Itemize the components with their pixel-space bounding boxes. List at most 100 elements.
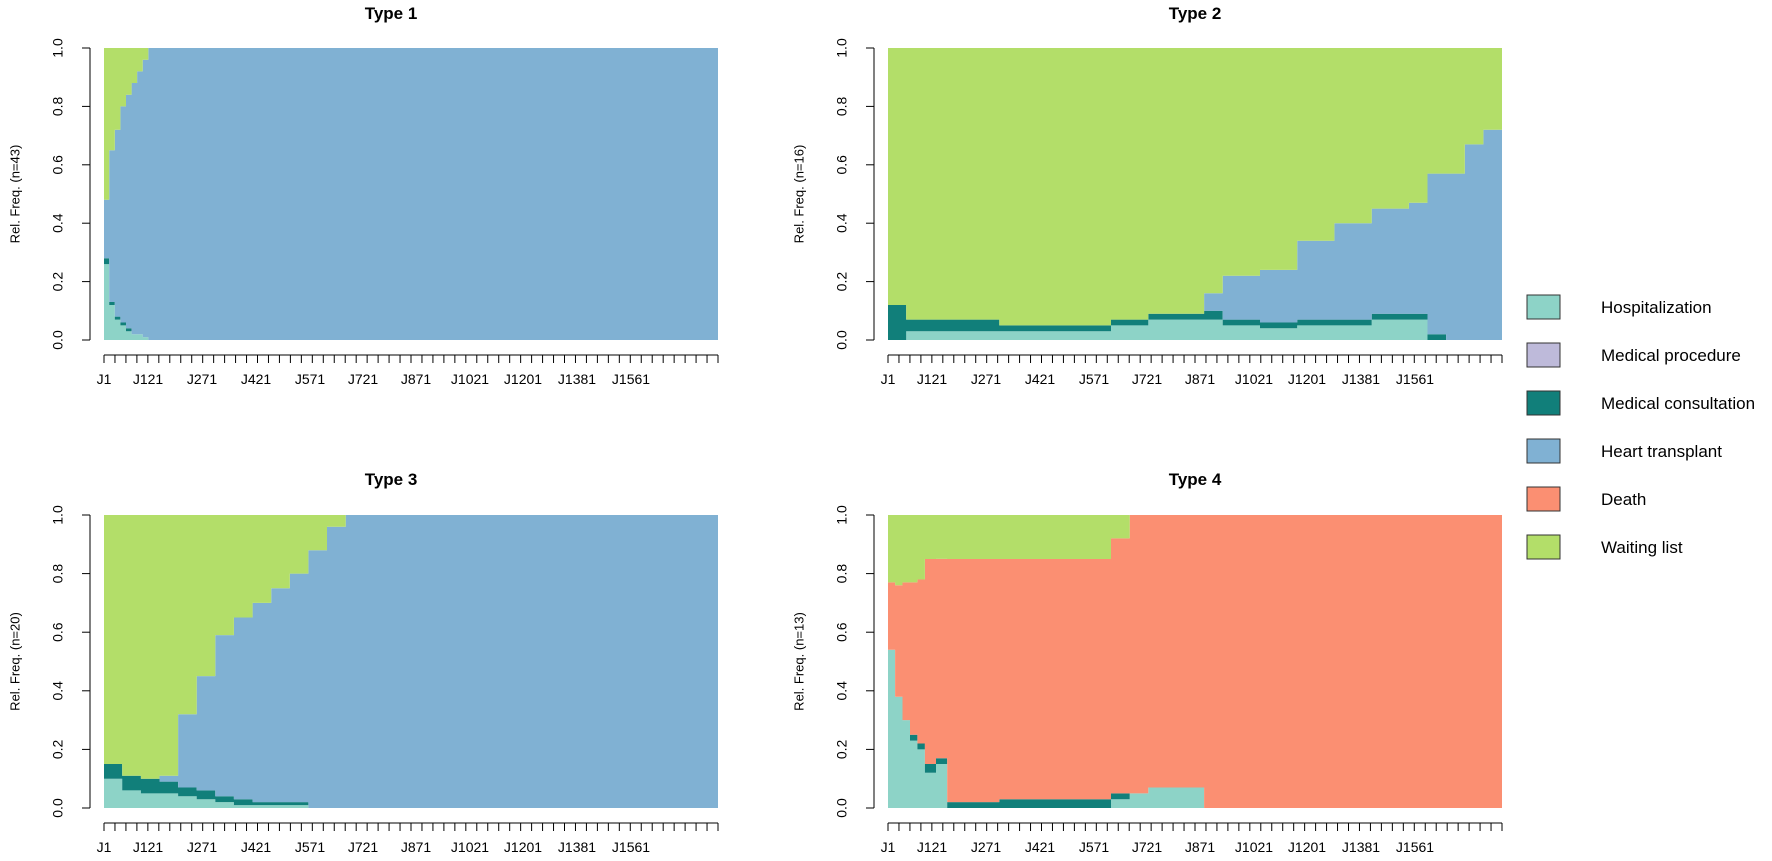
x-tick-label: J571 (295, 839, 326, 855)
x-tick-label: J1021 (1235, 371, 1273, 387)
x-tick-label: J1201 (504, 371, 542, 387)
y-tick-label: 0.4 (50, 213, 66, 233)
y-axis-label: Rel. Freq. (n=43) (7, 145, 22, 244)
series-area-death (888, 515, 1502, 808)
panel-title: Type 2 (1169, 4, 1222, 23)
x-tick-label: J1381 (558, 839, 596, 855)
x-tick-label: J421 (1025, 371, 1056, 387)
y-tick-label: 0.0 (50, 330, 66, 350)
x-tick-label: J571 (1079, 839, 1110, 855)
x-tick-label: J121 (133, 371, 164, 387)
x-tick-label: J571 (1079, 371, 1110, 387)
x-tick-label: J271 (971, 371, 1002, 387)
y-tick-label: 0.8 (50, 564, 66, 584)
series-area-waiting-list (888, 515, 1502, 586)
y-tick-label: 0.8 (834, 564, 850, 584)
y-axis-label: Rel. Freq. (n=13) (791, 612, 806, 711)
legend-item: Medical consultation (1526, 390, 1755, 416)
y-tick-label: 0.2 (50, 739, 66, 759)
x-tick-label: J721 (348, 839, 379, 855)
y-tick-label: 0.4 (834, 681, 850, 701)
y-tick-label: 0.6 (50, 622, 66, 642)
y-tick-label: 1.0 (50, 38, 66, 58)
y-tick-label: 0.4 (50, 681, 66, 701)
x-tick-label: J1201 (1288, 371, 1326, 387)
y-tick-label: 0.2 (834, 272, 850, 292)
y-tick-label: 0.6 (834, 622, 850, 642)
x-tick-label: J421 (1025, 839, 1056, 855)
x-tick-label: J1021 (1235, 839, 1273, 855)
legend-item: Hospitalization (1526, 294, 1712, 320)
x-tick-label: J121 (133, 839, 164, 855)
legend-item: Death (1526, 486, 1646, 512)
y-tick-label: 0.8 (834, 96, 850, 116)
y-tick-label: 0.4 (834, 213, 850, 233)
series-area-heart-transplant (104, 515, 718, 808)
x-tick-label: J1561 (1396, 371, 1434, 387)
y-axis-label: Rel. Freq. (n=16) (791, 145, 806, 244)
y-tick-label: 0.6 (50, 155, 66, 175)
panel-title: Type 4 (1169, 470, 1222, 489)
x-tick-label: J271 (187, 839, 218, 855)
legend-label: Waiting list (1601, 538, 1683, 557)
x-tick-label: J1201 (504, 839, 542, 855)
y-tick-label: 0.0 (50, 798, 66, 818)
x-tick-label: J721 (1132, 839, 1163, 855)
y-tick-label: 0.8 (50, 96, 66, 116)
legend-swatch (1526, 342, 1561, 368)
legend-swatch (1526, 486, 1561, 512)
y-tick-label: 1.0 (834, 505, 850, 525)
legend-label: Heart transplant (1601, 442, 1722, 461)
y-axis-label: Rel. Freq. (n=20) (7, 612, 22, 711)
legend-swatch (1526, 534, 1561, 560)
x-tick-label: J721 (1132, 371, 1163, 387)
x-tick-label: J1 (881, 839, 896, 855)
x-tick-label: J271 (187, 371, 218, 387)
x-tick-label: J121 (917, 371, 948, 387)
panel-4: Type 4 0.0 0.2 0.4 0.6 0.8 1.0 Rel. Freq. (n=13… (791, 470, 1503, 855)
panel-2: Type 2 0.0 0.2 0.4 0.6 0.8 1.0 Rel. Freq. (n=16… (791, 4, 1503, 387)
y-tick-label: 0.2 (50, 272, 66, 292)
x-tick-label: J1201 (1288, 839, 1326, 855)
legend-swatch (1526, 390, 1561, 416)
series-area-hospitalization (104, 778, 718, 808)
x-tick-label: J1561 (1396, 839, 1434, 855)
legend-label: Death (1601, 490, 1646, 509)
x-tick-label: J421 (241, 839, 272, 855)
legend-item: Waiting list (1526, 534, 1683, 560)
series-area-waiting-list (104, 515, 718, 779)
x-tick-label: J1 (97, 839, 112, 855)
x-tick-label: J1381 (1342, 371, 1380, 387)
x-tick-label: J1021 (451, 839, 489, 855)
legend-label: Hospitalization (1601, 298, 1712, 317)
x-tick-label: J271 (971, 839, 1002, 855)
panel-title: Type 3 (365, 470, 418, 489)
series-area-heart-transplant (888, 106, 1502, 341)
panel-3: Type 3 0.0 0.2 0.4 0.6 0.8 1.0 Rel. Freq. (n=20… (7, 470, 719, 855)
x-tick-label: J1 (97, 371, 112, 387)
x-tick-label: J421 (241, 371, 272, 387)
x-tick-label: J721 (348, 371, 379, 387)
x-tick-label: J571 (295, 371, 326, 387)
y-tick-label: 0.0 (834, 330, 850, 350)
x-tick-label: J871 (401, 371, 432, 387)
x-tick-label: J871 (1185, 839, 1216, 855)
x-tick-label: J1381 (1342, 839, 1380, 855)
legend-swatch (1526, 294, 1561, 320)
x-tick-label: J1 (881, 371, 896, 387)
x-tick-label: J871 (1185, 371, 1216, 387)
y-tick-label: 1.0 (834, 38, 850, 58)
series-area-heart-transplant (104, 48, 718, 340)
legend-label: Medical procedure (1601, 346, 1741, 365)
legend: Hospitalization Medical procedure Medical … (1526, 294, 1755, 560)
series-area-medical-consultation (888, 305, 1502, 340)
panel-title: Type 1 (365, 4, 418, 23)
x-tick-label: J1381 (558, 371, 596, 387)
legend-item: Medical procedure (1526, 342, 1741, 368)
y-tick-label: 0.6 (834, 155, 850, 175)
series-area-waiting-list (888, 48, 1502, 326)
series-area-hospitalization (888, 319, 1502, 340)
panels: Type 1 0.0 0.2 0.4 0.6 0.8 1.0 Rel. Freq. (n=43… (7, 4, 1503, 855)
y-tick-label: 0.2 (834, 739, 850, 759)
